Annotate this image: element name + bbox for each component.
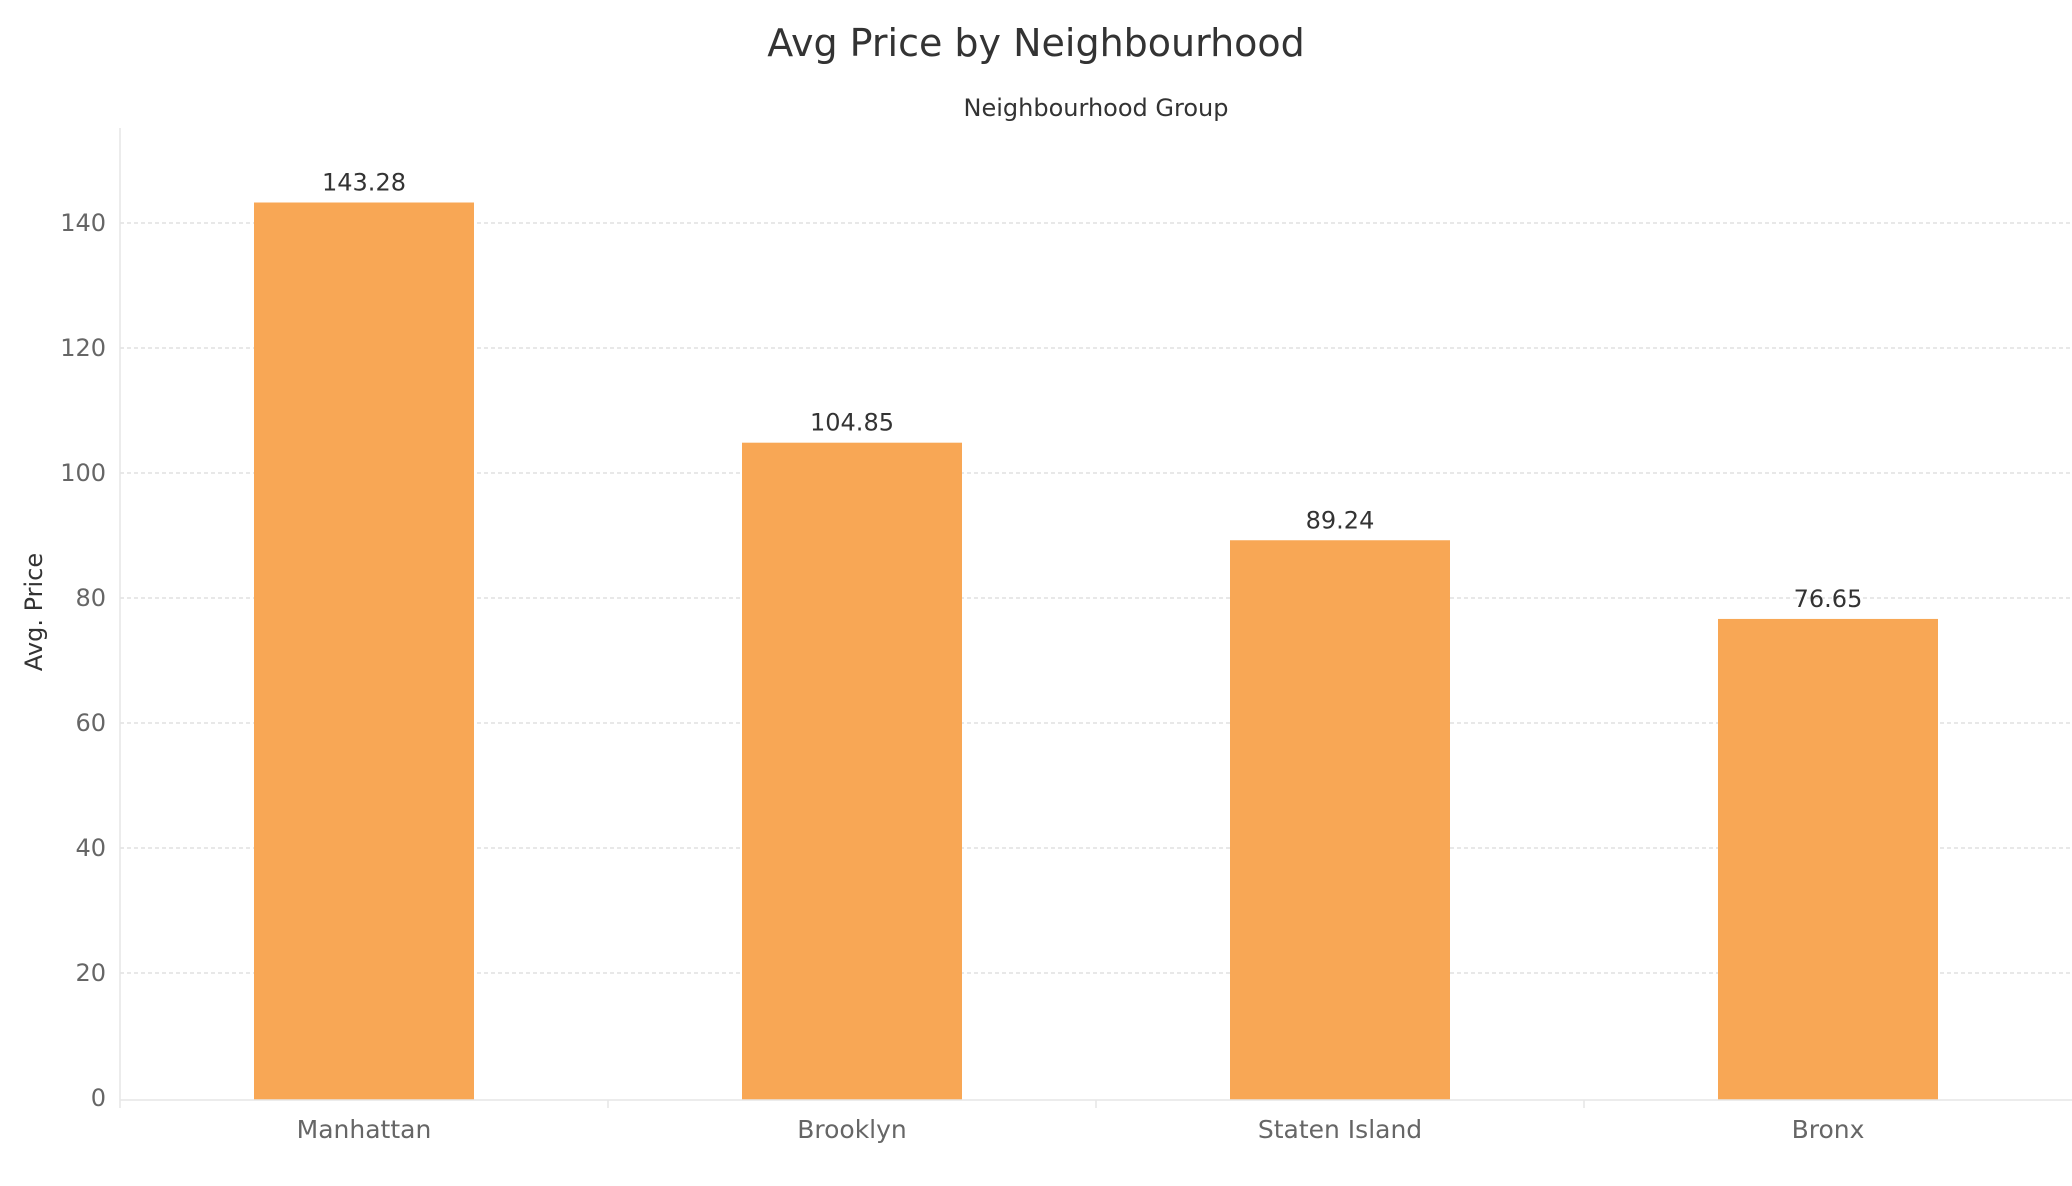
x-category-label: Manhattan: [297, 1115, 432, 1144]
chart-title: Avg Price by Neighbourhood: [767, 21, 1305, 65]
value-labels: 143.28 104.85 89.24 76.65: [322, 169, 1862, 613]
y-tick-label: 120: [60, 334, 106, 362]
x-category-label: Bronx: [1792, 1115, 1865, 1144]
x-axis-categories: Manhattan Brooklyn Staten Island Bronx: [297, 1115, 1865, 1144]
axes: [119, 128, 2072, 1108]
bar-value-label: 89.24: [1306, 506, 1375, 534]
bar[interactable]: [1230, 540, 1450, 1100]
bar-value-label: 76.65: [1794, 585, 1863, 613]
y-tick-label: 60: [75, 709, 106, 737]
y-axis-label: Avg. Price: [20, 553, 48, 671]
y-tick-label: 140: [60, 209, 106, 237]
y-tick-label: 100: [60, 459, 106, 487]
bars: [254, 202, 1938, 1101]
x-category-label: Staten Island: [1258, 1115, 1422, 1144]
y-axis-ticks: 0 20 40 60 80 100 120 140: [60, 209, 106, 1112]
x-category-label: Brooklyn: [797, 1115, 907, 1144]
bar[interactable]: [254, 202, 474, 1101]
column-header: Neighbourhood Group: [964, 94, 1229, 122]
y-tick-label: 20: [75, 959, 106, 987]
y-tick-label: 80: [75, 584, 106, 612]
bar[interactable]: [742, 442, 962, 1100]
y-tick-label: 40: [75, 834, 106, 862]
bar[interactable]: [1718, 618, 1938, 1100]
bar-value-label: 104.85: [810, 409, 894, 437]
y-tick-label: 0: [91, 1084, 106, 1112]
bar-value-label: 143.28: [322, 169, 406, 197]
